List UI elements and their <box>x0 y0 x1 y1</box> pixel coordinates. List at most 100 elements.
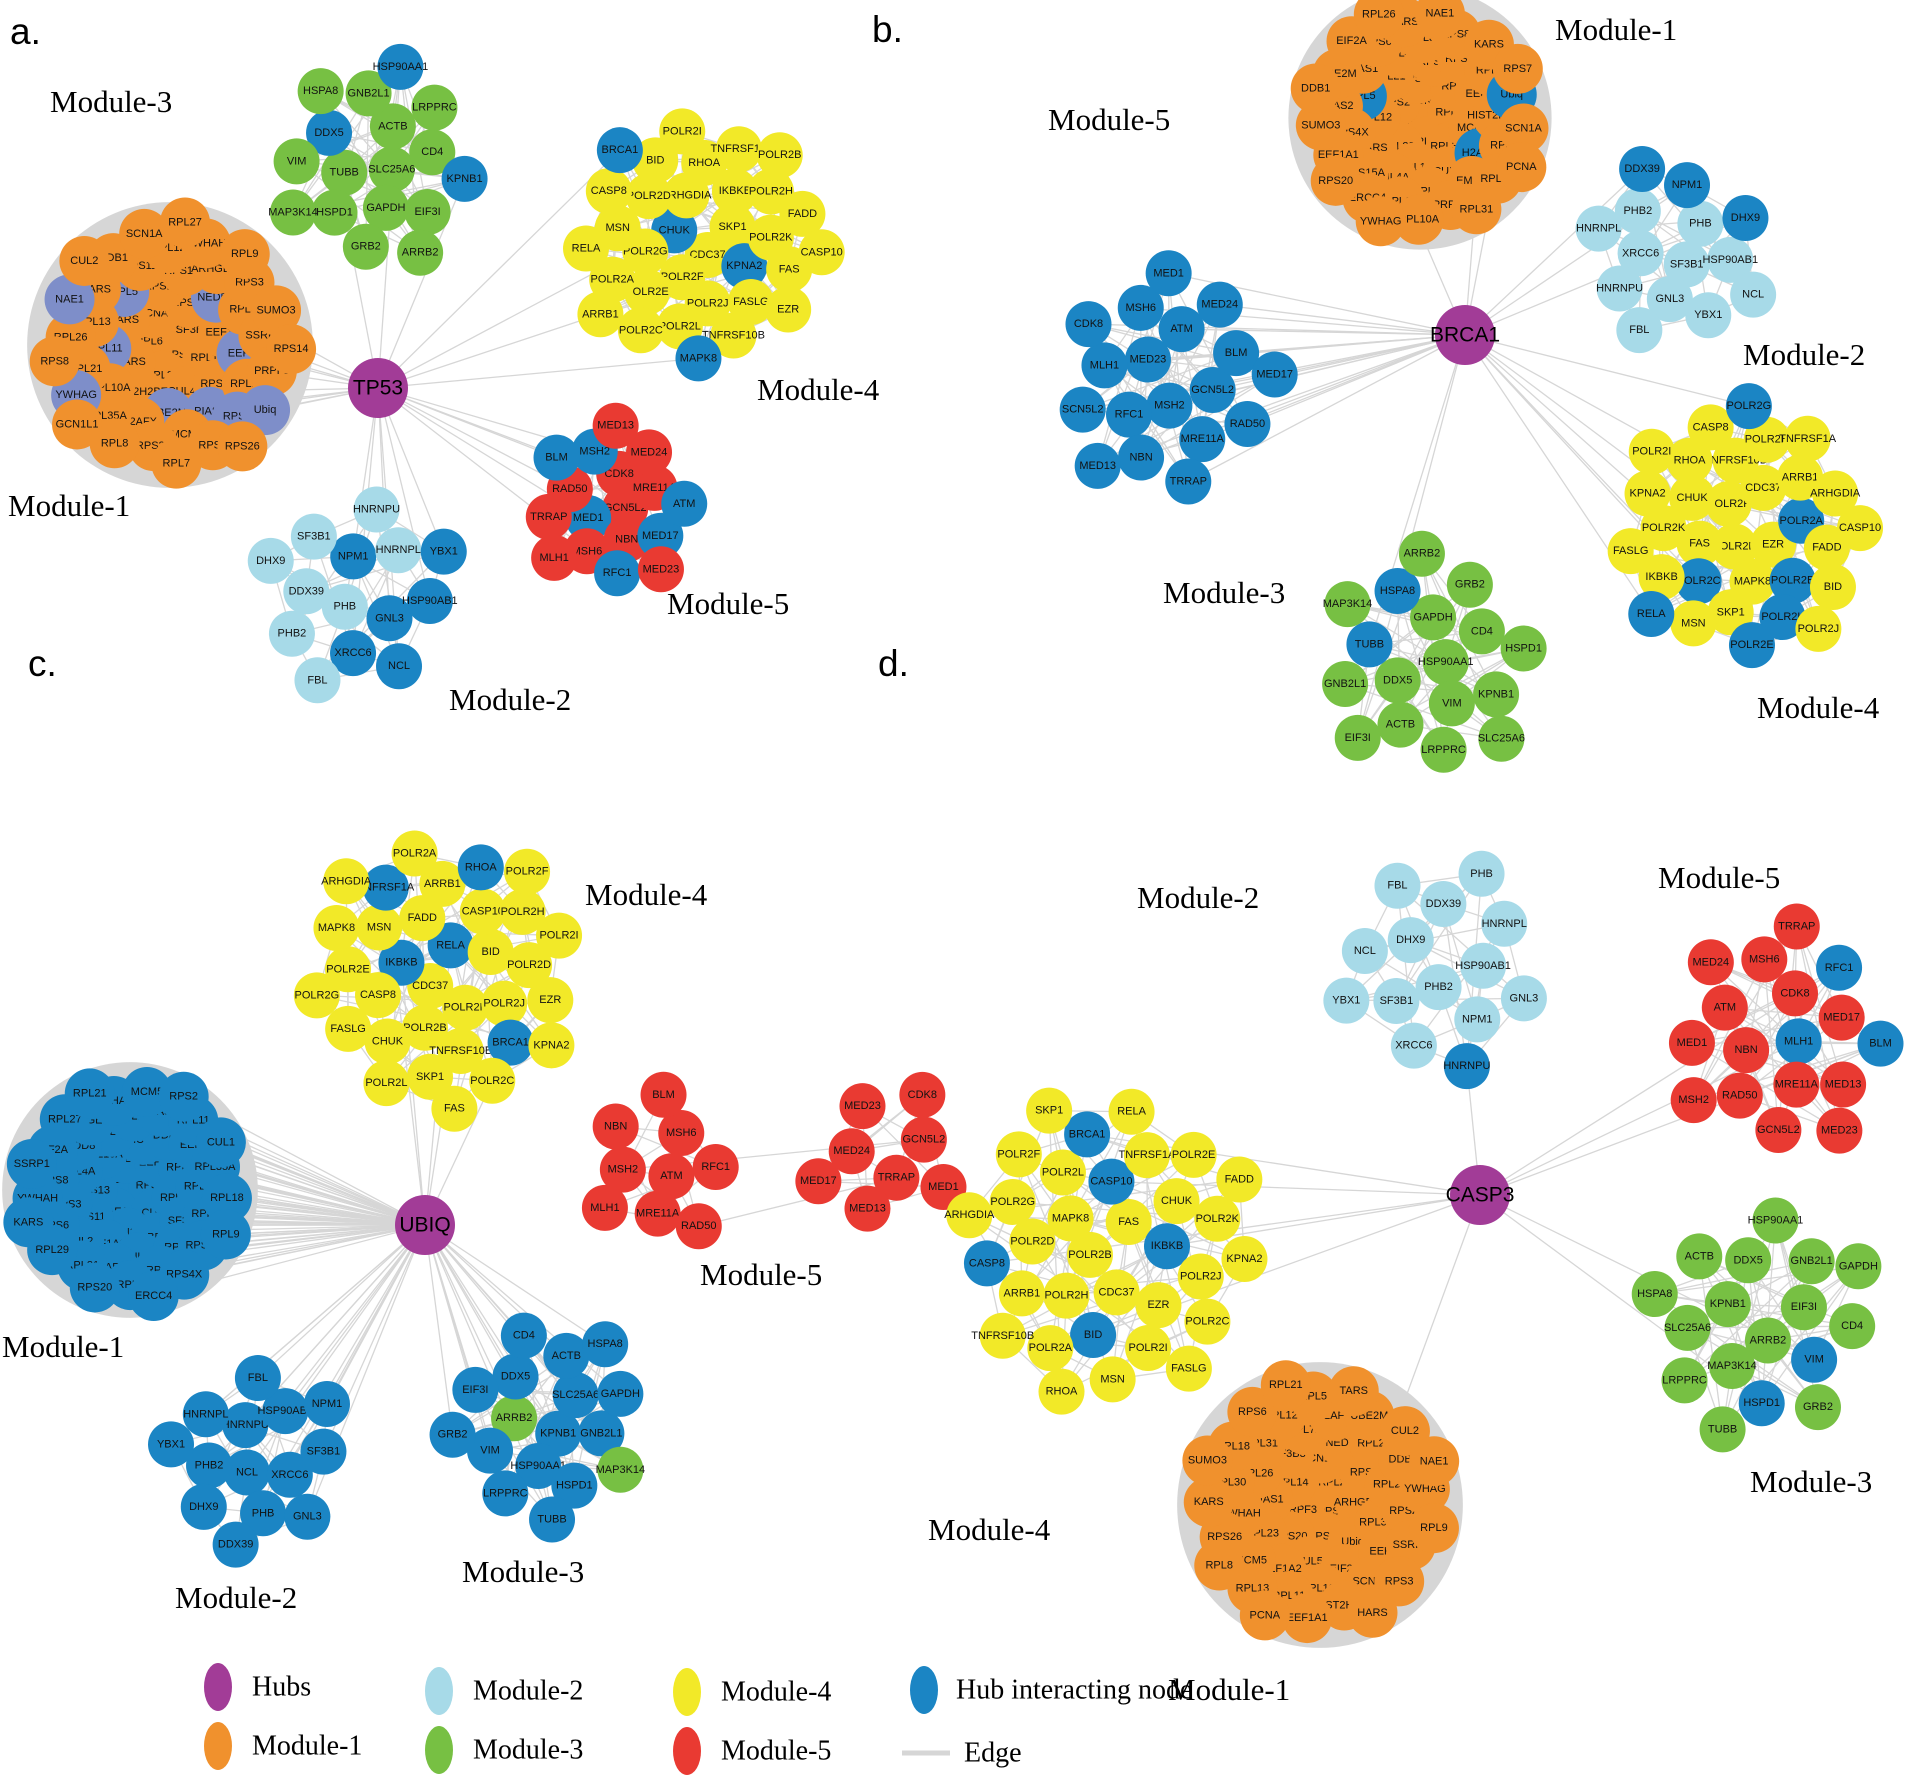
node-label-XRCC6: XRCC6 <box>334 647 371 659</box>
node-label-HSP90AB1: HSP90AB1 <box>402 595 458 607</box>
node-label-NAE1: NAE1 <box>1420 1455 1449 1467</box>
node-label-TNFRSF1A: TNFRSF1A <box>710 143 768 155</box>
node-HSPA8 <box>582 1321 629 1368</box>
node-label-RPL29: RPL29 <box>35 1244 69 1256</box>
hub-edge <box>377 357 699 389</box>
hub-edge <box>225 1224 426 1236</box>
node-POLR2D <box>625 173 672 220</box>
node-POLR2D <box>506 942 553 989</box>
node-label-TRRAP: TRRAP <box>1170 476 1207 488</box>
module-label-b-m2: Module-2 <box>1743 337 1865 372</box>
node-MED24 <box>1687 939 1734 986</box>
node-ARHGDIA <box>946 1192 993 1239</box>
node-label-POLR2J: POLR2J <box>1180 1270 1222 1282</box>
node-label-BLM: BLM <box>1225 347 1248 359</box>
node-RELA <box>1108 1088 1155 1135</box>
node-label-CDC37: CDC37 <box>412 980 448 992</box>
node-ACTB <box>1676 1233 1723 1280</box>
node-MRE11A <box>1179 416 1226 463</box>
node-SCN1A <box>1498 103 1549 154</box>
node-BRCA1 <box>596 127 643 174</box>
node-label-POLR2E: POLR2E <box>1172 1149 1215 1161</box>
node-label-PCNA: PCNA <box>1506 161 1537 173</box>
node-label-RPL10A: RPL10A <box>1398 214 1440 226</box>
edge <box>1421 553 1497 695</box>
hub-node-CASP3 <box>1450 1165 1510 1225</box>
node-label-MSH2: MSH2 <box>579 446 610 458</box>
node-MSH2 <box>599 1146 646 1193</box>
node-label-NCL: NCL <box>1354 945 1376 957</box>
node-TRRAP <box>1165 458 1212 505</box>
node-label-POLR2J: POLR2J <box>483 998 525 1010</box>
node-ACTB <box>369 103 416 150</box>
node-NCL <box>1341 927 1388 974</box>
node-MLH1 <box>1081 342 1128 389</box>
labels-layer: a. Module-3 Module-4 Module-1 Module-2 Module… <box>2 9 1880 1707</box>
node-RPS26 <box>217 421 268 472</box>
node-label-ACTB: ACTB <box>1386 719 1415 731</box>
node-label-MED1: MED1 <box>1153 267 1184 279</box>
node-GCN5L2 <box>900 1116 947 1163</box>
node-label-POLR2E: POLR2E <box>326 963 369 975</box>
node-label-FBL: FBL <box>248 1372 268 1384</box>
node-RPL8 <box>89 418 140 469</box>
node-label-CD4: CD4 <box>1471 625 1493 637</box>
node-label-MED13: MED13 <box>849 1203 886 1215</box>
node-NBN <box>1118 434 1165 481</box>
node-label-SF3B1: SF3B1 <box>307 1446 341 1458</box>
node-MSN <box>1089 1356 1136 1403</box>
node-label-HSP90AA1: HSP90AA1 <box>373 61 429 73</box>
node-GAPDH <box>1835 1243 1882 1290</box>
node-label-TRRAP: TRRAP <box>878 1172 915 1184</box>
node-label-SSRP1: SSRP1 <box>14 1158 50 1170</box>
node-label-HNRNPU: HNRNPU <box>1596 282 1643 294</box>
node-label-SF3B1: SF3B1 <box>1670 258 1704 270</box>
node-MED13 <box>844 1185 891 1232</box>
node-label-CASP8: CASP8 <box>591 185 627 197</box>
node-FBL <box>234 1355 281 1402</box>
node-label-TUBB: TUBB <box>537 1514 566 1526</box>
node-MED13 <box>1820 1061 1867 1108</box>
node-label-PCNA: PCNA <box>1250 1609 1281 1621</box>
node-HSP90AA1 <box>515 1442 562 1489</box>
node-label-MAP3K14: MAP3K14 <box>1323 598 1373 610</box>
node-POLR2B <box>1769 557 1816 604</box>
node-label-MAPK8: MAPK8 <box>1734 576 1771 588</box>
node-label-FASLG: FASLG <box>1171 1363 1206 1375</box>
hub-edge <box>1274 334 1466 376</box>
node-label-RAD50: RAD50 <box>681 1220 716 1232</box>
node-POLR2E <box>624 268 671 315</box>
node-MLH1 <box>1775 1018 1822 1065</box>
node-label-DDB1: DDB1 <box>1301 82 1330 94</box>
node-CASP8 <box>1687 404 1734 451</box>
node-CD4 <box>1829 1303 1876 1350</box>
node-ARRB2 <box>491 1395 538 1442</box>
node-label-BID: BID <box>482 946 500 958</box>
node-RPL31 <box>1451 184 1502 235</box>
node-label-XRCC6: XRCC6 <box>271 1469 308 1481</box>
node-label-CD4: CD4 <box>513 1330 535 1342</box>
node-BRCA1 <box>487 1019 534 1066</box>
legend-swatch-module3 <box>425 1726 453 1774</box>
node-ATM <box>1701 984 1748 1031</box>
node-label-EZR: EZR <box>1147 1299 1169 1311</box>
node-KARS <box>1183 1477 1234 1528</box>
node-NPM1 <box>303 1380 350 1427</box>
node-label-MED13: MED13 <box>1825 1079 1862 1091</box>
node-label-POLR2L: POLR2L <box>365 1077 407 1089</box>
node-label-NCL: NCL <box>1742 289 1764 301</box>
node-label-KPNB1: KPNB1 <box>1710 1298 1746 1310</box>
node-IKBKB <box>1143 1223 1190 1270</box>
node-POLR2F <box>995 1131 1042 1178</box>
module-label-b-m3: Module-3 <box>1163 575 1285 610</box>
node-HSPD1 <box>1738 1380 1785 1427</box>
node-label-HARS: HARS <box>1357 1607 1388 1619</box>
edge <box>1140 373 1276 459</box>
node-label-SKP1: SKP1 <box>1717 606 1745 618</box>
node-SUMO3 <box>251 285 302 336</box>
node-DDX5 <box>492 1353 539 1400</box>
panel-letter-c: c. <box>28 643 57 684</box>
node-POLR2D <box>1711 523 1758 570</box>
node-label-MED1: MED1 <box>928 1181 959 1193</box>
node-PCNA <box>1239 1590 1290 1641</box>
